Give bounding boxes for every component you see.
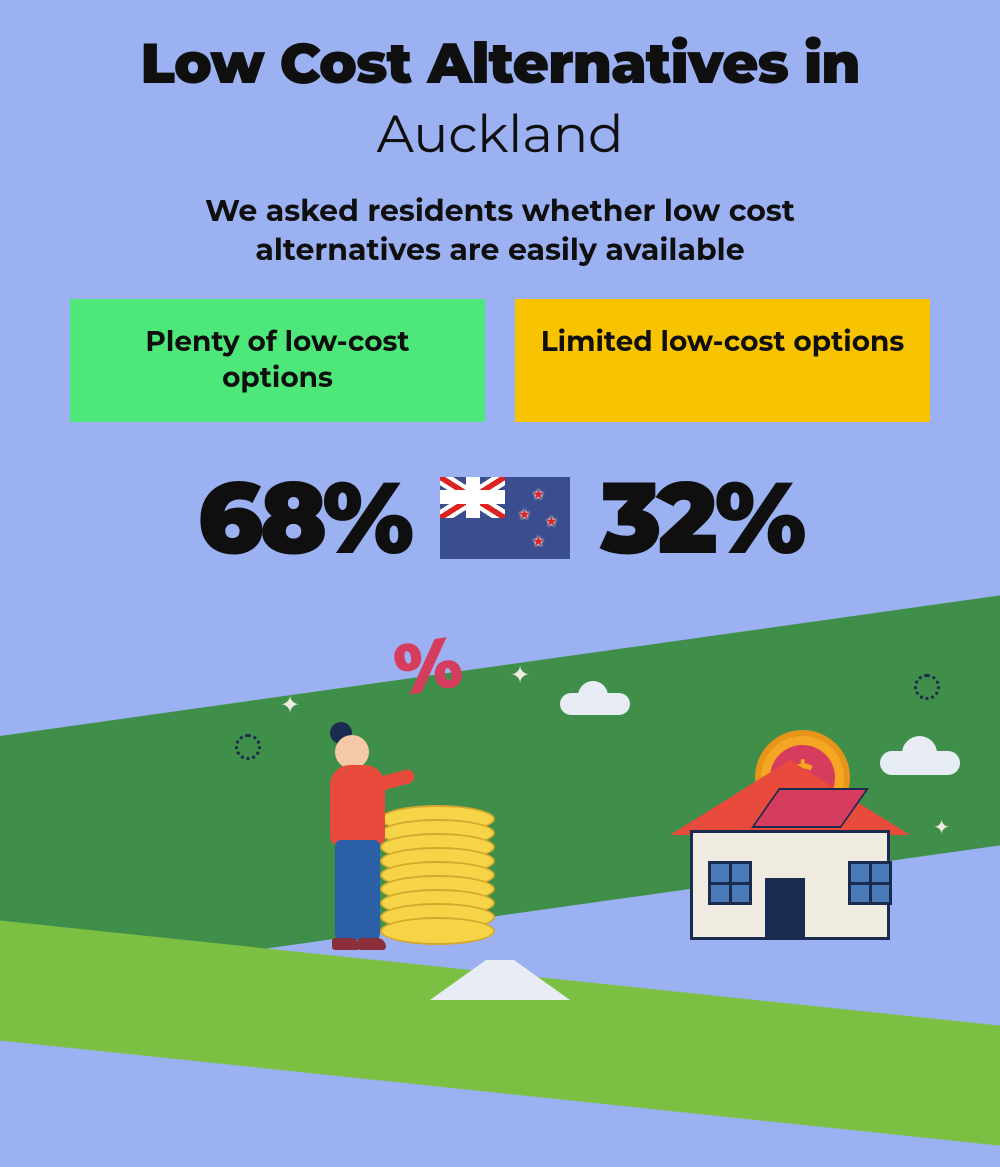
nz-flag-icon: ★ ★ ★ ★	[440, 477, 570, 559]
subtitle: We asked residents whether low cost alte…	[110, 191, 890, 269]
sparkle-dotted-icon	[914, 674, 940, 700]
sparkle-dotted-icon	[235, 734, 261, 760]
page-title: Low Cost Alternatives in	[0, 0, 1000, 98]
stats-row: 68% ★ ★ ★ ★ 32%	[0, 457, 1000, 579]
stat-limited: 32%	[600, 457, 802, 579]
card-limited: Limited low-cost options	[515, 299, 930, 422]
sparkle-icon: ✦	[280, 691, 300, 720]
percent-icon: %	[388, 617, 468, 715]
cloud-icon	[560, 693, 630, 715]
hill-front	[0, 910, 1000, 1167]
sparkle-icon: ✦	[510, 661, 530, 690]
sparkle-icon: ✦	[933, 815, 950, 840]
person-icon	[310, 720, 410, 950]
option-cards: Plenty of low-cost options Limited low-c…	[0, 299, 1000, 422]
illustration: ✦ ✦ ✦ % $	[0, 630, 1000, 1000]
city-name: Auckland	[0, 103, 1000, 166]
stat-plenty: 68%	[197, 457, 410, 579]
card-plenty: Plenty of low-cost options	[70, 299, 485, 422]
house-icon: $	[670, 760, 910, 940]
